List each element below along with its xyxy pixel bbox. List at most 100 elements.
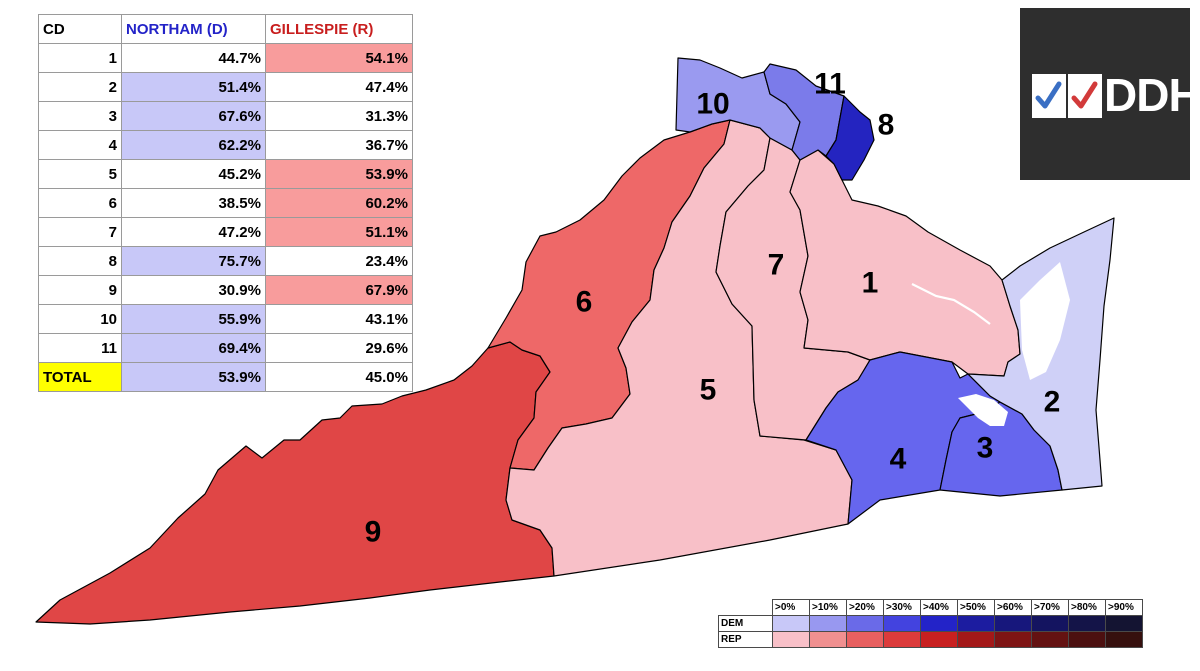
results-header-row: CD NORTHAM (D) GILLESPIE (R)	[38, 14, 413, 44]
legend-swatch	[772, 615, 810, 632]
legend-swatch	[1031, 615, 1069, 632]
hampton-roads-water	[958, 394, 1008, 426]
district-row: 11 69.4% 29.6%	[38, 333, 413, 363]
district-row: 8 75.7% 23.4%	[38, 246, 413, 276]
district-row: 6 38.5% 60.2%	[38, 188, 413, 218]
northam-pct: 44.7%	[121, 43, 266, 73]
legend-threshold: >90%	[1105, 599, 1143, 616]
legend-swatch	[809, 631, 847, 648]
district-label-7: 7	[768, 249, 785, 282]
legend-swatch	[772, 631, 810, 648]
cd-number: 7	[38, 217, 122, 247]
total-row: TOTAL 53.9% 45.0%	[38, 362, 413, 392]
bay-water	[1020, 262, 1070, 380]
district-label-2: 2	[1044, 386, 1061, 419]
gillespie-pct: 53.9%	[265, 159, 413, 189]
gillespie-pct: 43.1%	[265, 304, 413, 334]
district-label-3: 3	[977, 432, 994, 465]
legend-dem-label: DEM	[718, 615, 773, 632]
legend-swatch	[1068, 615, 1106, 632]
york-river-water	[911, 283, 991, 325]
results-table: CD NORTHAM (D) GILLESPIE (R) 1 44.7% 54.1%…	[38, 14, 413, 392]
northam-pct: 55.9%	[121, 304, 266, 334]
northam-pct: 30.9%	[121, 275, 266, 305]
district-8-area	[825, 95, 875, 181]
blue-check-icon	[1032, 74, 1066, 118]
legend-swatch	[994, 615, 1032, 632]
cd-number: 10	[38, 304, 122, 334]
district-row: 1 44.7% 54.1%	[38, 43, 413, 73]
color-legend: >0% >10% >20% >30% >40% >50% >60% >70% >80% >90% …	[718, 599, 1143, 648]
legend-corner	[718, 599, 773, 616]
legend-threshold: >80%	[1068, 599, 1106, 616]
northam-pct: 69.4%	[121, 333, 266, 363]
gillespie-pct: 60.2%	[265, 188, 413, 218]
district-row: 10 55.9% 43.1%	[38, 304, 413, 334]
gillespie-pct: 51.1%	[265, 217, 413, 247]
district-label-8: 8	[878, 109, 895, 142]
cd-number: 4	[38, 130, 122, 160]
legend-threshold: >10%	[809, 599, 847, 616]
legend-swatch	[957, 631, 995, 648]
cd-number: 8	[38, 246, 122, 276]
cd-number: 3	[38, 101, 122, 131]
legend-swatch	[846, 615, 884, 632]
header-northam: NORTHAM (D)	[121, 14, 266, 44]
gillespie-pct: 31.3%	[265, 101, 413, 131]
legend-threshold: >40%	[920, 599, 958, 616]
cd-number: 1	[38, 43, 122, 73]
district-label-5: 5	[700, 374, 717, 407]
district-label-6: 6	[576, 286, 593, 319]
legend-threshold: >30%	[883, 599, 921, 616]
district-row: 7 47.2% 51.1%	[38, 217, 413, 247]
legend-swatch	[1105, 631, 1143, 648]
gillespie-pct: 54.1%	[265, 43, 413, 73]
legend-swatch	[1105, 615, 1143, 632]
legend-swatch	[1068, 631, 1106, 648]
ddhq-logo: DDHQ	[1020, 8, 1200, 180]
legend-threshold: >70%	[1031, 599, 1069, 616]
legend-swatch	[883, 631, 921, 648]
northam-pct: 67.6%	[121, 101, 266, 131]
legend-threshold: >50%	[957, 599, 995, 616]
cd-number: 5	[38, 159, 122, 189]
district-label-10: 10	[696, 88, 729, 121]
legend-threshold: >0%	[772, 599, 810, 616]
legend-threshold: >20%	[846, 599, 884, 616]
legend-swatch	[994, 631, 1032, 648]
legend-swatch	[920, 615, 958, 632]
legend-swatch	[920, 631, 958, 648]
legend-swatch	[809, 615, 847, 632]
northam-pct: 53.9%	[121, 362, 266, 392]
legend-threshold: >60%	[994, 599, 1032, 616]
gillespie-pct: 45.0%	[265, 362, 413, 392]
header-gillespie: GILLESPIE (R)	[265, 14, 413, 44]
northam-pct: 51.4%	[121, 72, 266, 102]
district-row: 9 30.9% 67.9%	[38, 275, 413, 305]
total-label: TOTAL	[38, 362, 122, 392]
district-label-1: 1	[862, 267, 879, 300]
cd-number: 9	[38, 275, 122, 305]
legend-dem-row: DEM	[718, 615, 1143, 632]
cd-number: 11	[38, 333, 122, 363]
red-check-icon	[1068, 74, 1102, 118]
legend-header-row: >0% >10% >20% >30% >40% >50% >60% >70% >80% >90%	[718, 599, 1143, 616]
district-row: 3 67.6% 31.3%	[38, 101, 413, 131]
district-label-4: 4	[890, 443, 907, 476]
district-row: 2 51.4% 47.4%	[38, 72, 413, 102]
legend-rep-row: REP	[718, 631, 1143, 648]
gillespie-pct: 36.7%	[265, 130, 413, 160]
district-row: 4 62.2% 36.7%	[38, 130, 413, 160]
cd-number: 2	[38, 72, 122, 102]
northam-pct: 62.2%	[121, 130, 266, 160]
district-1-area	[789, 149, 1021, 377]
gillespie-pct: 29.6%	[265, 333, 413, 363]
northam-pct: 45.2%	[121, 159, 266, 189]
legend-swatch	[883, 615, 921, 632]
legend-swatch	[1031, 631, 1069, 648]
legend-swatch	[846, 631, 884, 648]
district-row: 5 45.2% 53.9%	[38, 159, 413, 189]
district-label-11: 11	[814, 68, 846, 101]
northam-pct: 38.5%	[121, 188, 266, 218]
